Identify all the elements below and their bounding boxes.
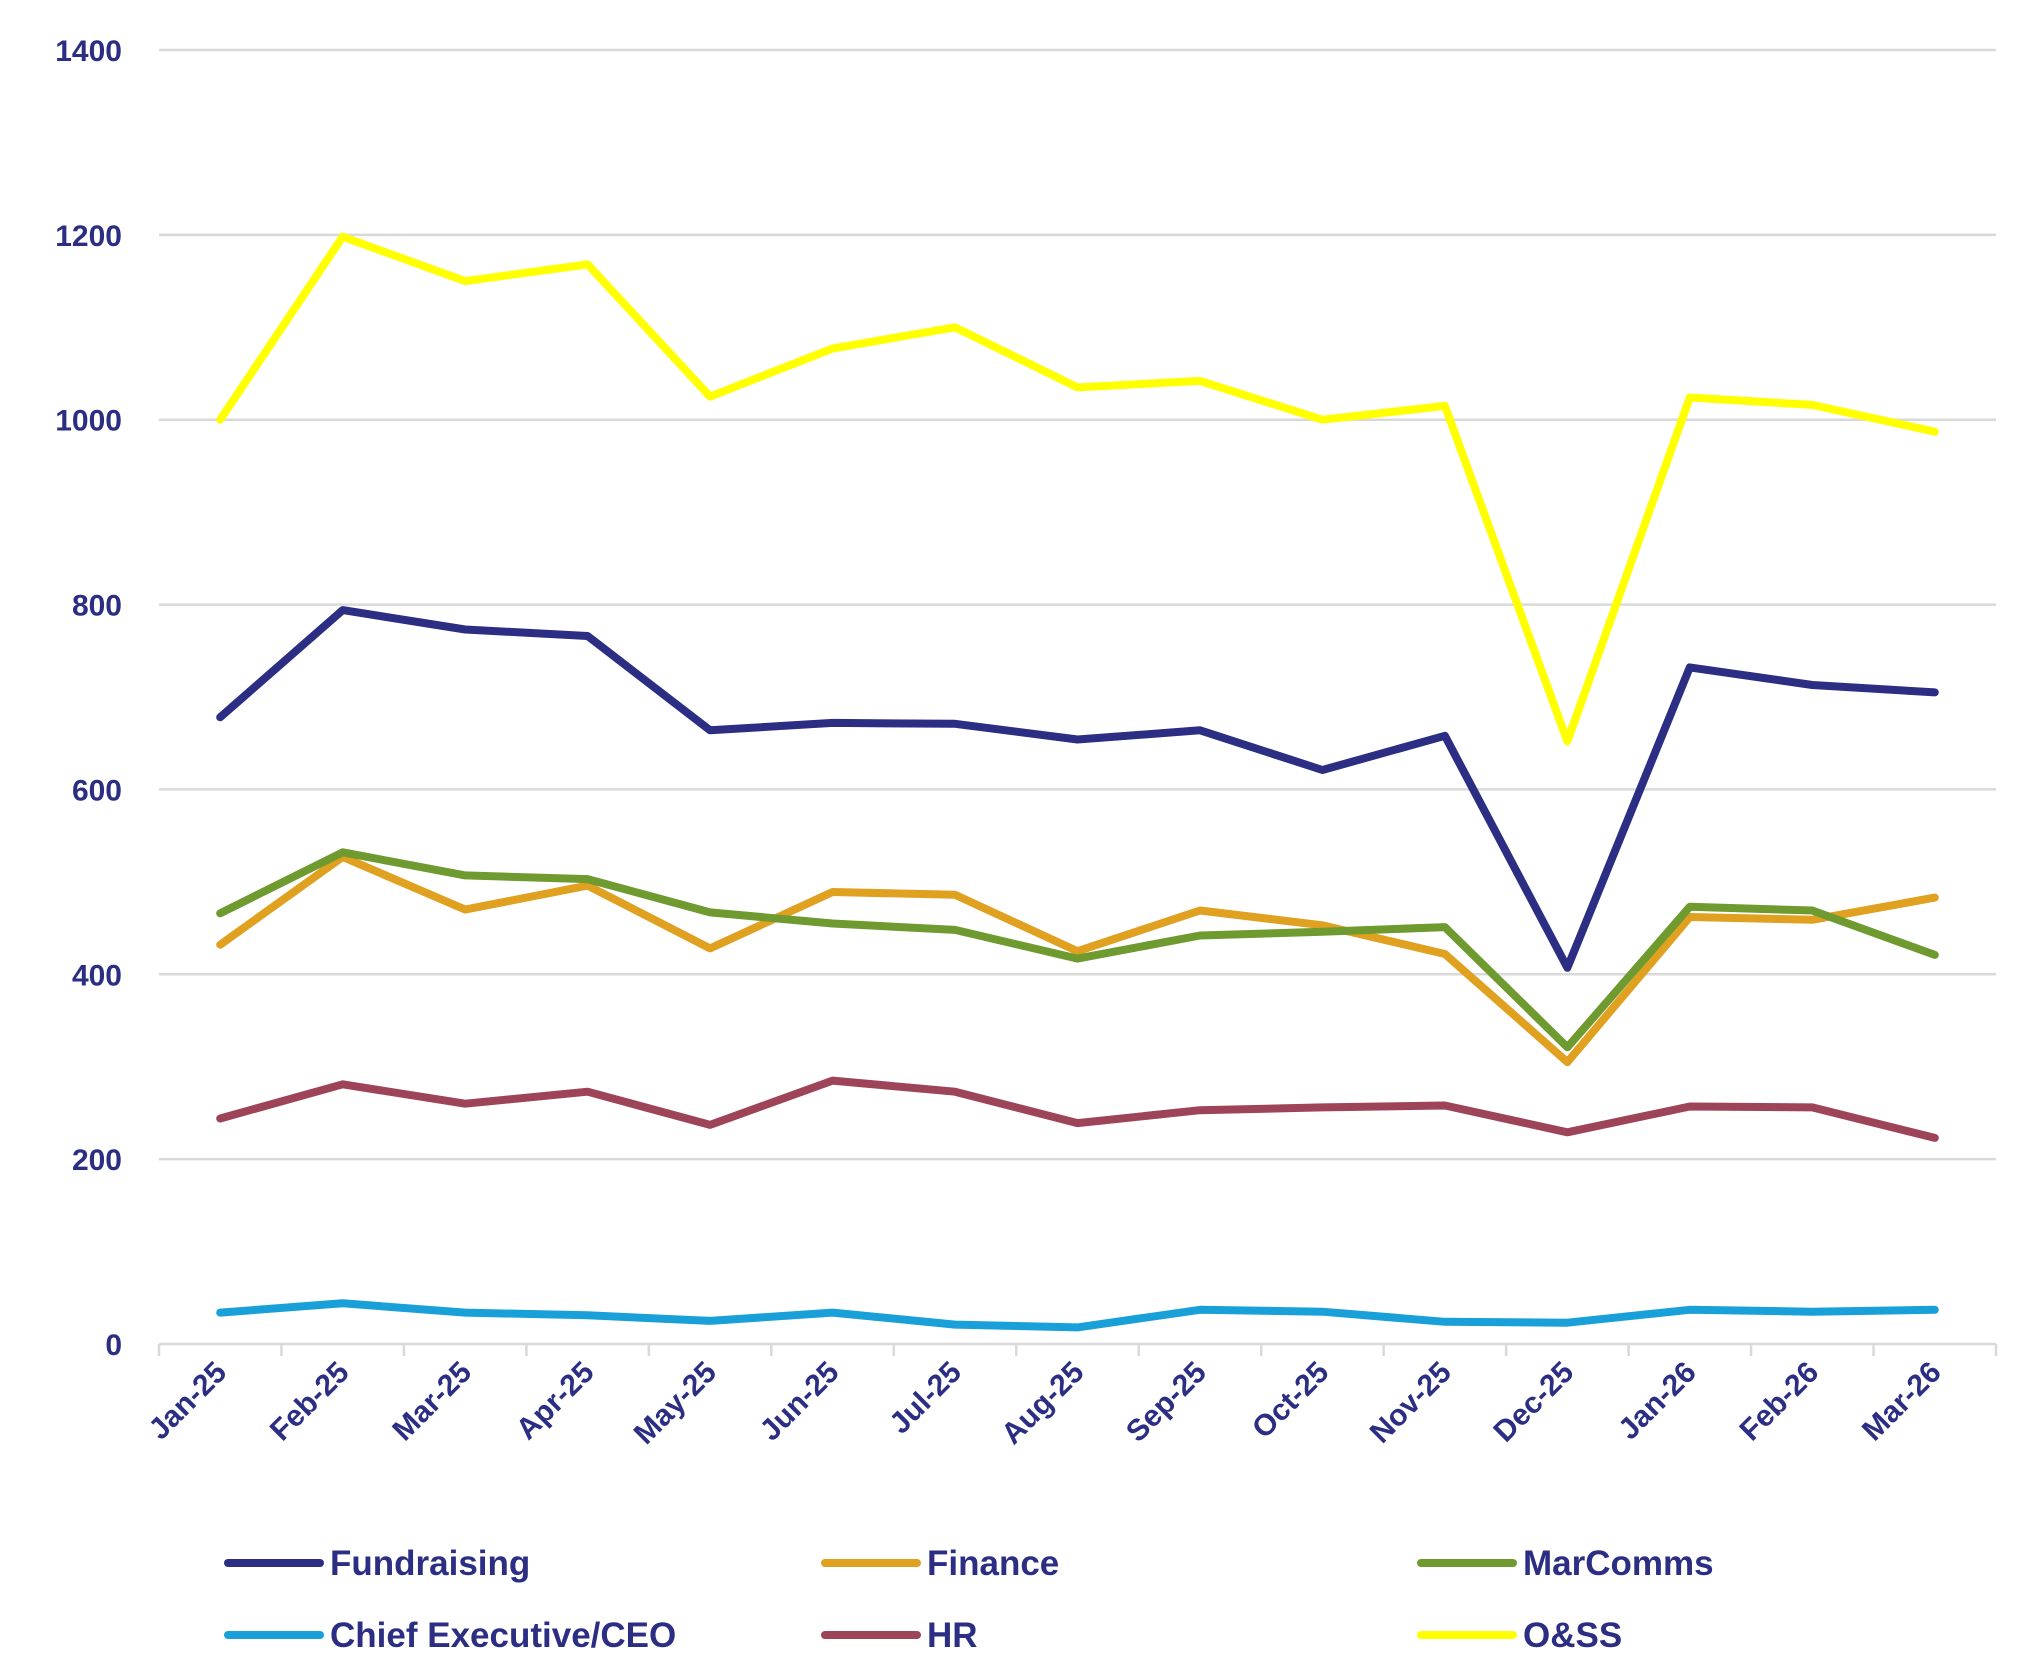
y-tick-label: 1200 bbox=[55, 220, 122, 253]
legend-label: HR bbox=[927, 1616, 978, 1655]
x-tick-label: May-25 bbox=[628, 1356, 723, 1451]
legend-label: Fundraising bbox=[330, 1544, 530, 1583]
x-tick-label: Aug-25 bbox=[995, 1356, 1090, 1451]
y-tick-label: 1400 bbox=[55, 35, 122, 68]
legend-label: MarComms bbox=[1523, 1544, 1714, 1583]
x-tick-label: Nov-25 bbox=[1364, 1356, 1458, 1450]
x-tick-label: Jul-25 bbox=[883, 1356, 968, 1441]
x-tick-label: Jan-25 bbox=[143, 1356, 234, 1447]
x-tick-label: Feb-25 bbox=[264, 1356, 356, 1448]
x-tick-label: Jan-26 bbox=[1612, 1356, 1703, 1447]
legend: Fundraising Finance MarComms Chief Executiv… bbox=[224, 1544, 1714, 1655]
series-line-finance bbox=[216, 852, 1939, 1067]
y-tick-label: 400 bbox=[72, 959, 122, 992]
x-tick-label: Dec-25 bbox=[1487, 1356, 1580, 1449]
y-tick-label: 1000 bbox=[55, 405, 122, 438]
legend-label: Chief Executive/CEO bbox=[330, 1616, 676, 1655]
legend-label: O&SS bbox=[1523, 1616, 1622, 1655]
series-line-o-ss bbox=[216, 232, 1939, 746]
y-tick-label: 200 bbox=[72, 1144, 122, 1177]
x-tick-label: Oct-25 bbox=[1246, 1356, 1335, 1445]
x-tick-label: Mar-26 bbox=[1856, 1356, 1948, 1448]
y-tick-label: 800 bbox=[72, 590, 122, 623]
x-tick-label: Apr-25 bbox=[510, 1356, 601, 1447]
gridlines bbox=[159, 48, 1996, 1161]
legend-label: Finance bbox=[927, 1544, 1059, 1583]
series-lines bbox=[216, 232, 1939, 1332]
series-line-fundraising bbox=[216, 606, 1939, 972]
x-tick-label: Feb-26 bbox=[1734, 1356, 1826, 1448]
x-tick-label: Mar-25 bbox=[386, 1356, 478, 1448]
x-tick-label: Sep-25 bbox=[1120, 1356, 1213, 1449]
y-axis-ticks: 0 200 400 600 800 1000 1200 1400 bbox=[55, 35, 122, 1362]
series-line-chief-executive-ceo bbox=[216, 1299, 1939, 1332]
y-tick-label: 0 bbox=[105, 1329, 122, 1362]
x-axis: Jan-25 Feb-25 Mar-25 Apr-25 May-25 Jun-25 Jul-… bbox=[143, 1342, 1998, 1451]
series-line-hr bbox=[216, 1076, 1939, 1142]
x-tick-label: Jun-25 bbox=[754, 1356, 846, 1448]
series-line-marcomms bbox=[216, 848, 1939, 1052]
y-tick-label: 600 bbox=[72, 774, 122, 807]
